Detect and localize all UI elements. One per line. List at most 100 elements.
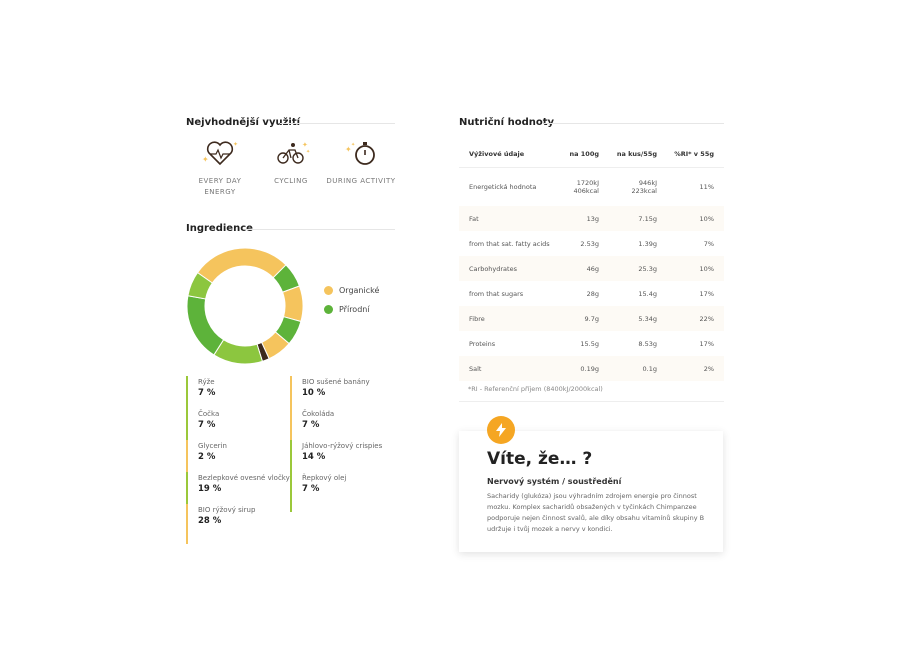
fact-title: Víte, že… ? (487, 449, 593, 469)
row-ri: 11% (699, 183, 714, 191)
row-per-piece-kcal: 223kcal (631, 187, 657, 195)
legend-natural: Přírodní (324, 305, 370, 314)
stopwatch-icon: ✦ ✦ (345, 142, 375, 165)
row-ri: 10% (699, 214, 714, 223)
table-row: Proteins 15.5g 8.53g 17% (459, 331, 724, 356)
ingredient-item: BIO rýžový sirup 28 % (186, 504, 255, 544)
ingredient-value: 7 % (302, 420, 320, 430)
nutrition-title: Nutriční hodnoty (459, 117, 555, 128)
row-name: Carbohydrates (469, 264, 517, 273)
table-row: Salt 0.19g 0.1g 2% (459, 356, 724, 381)
ingredient-name: Bezlepkové ovesné vločky (198, 474, 290, 482)
ingredients-donut-chart (186, 247, 304, 365)
ingredient-item: Čokoláda 7 % (290, 408, 334, 448)
usage-label: EVERY DAY (198, 177, 242, 185)
table-row: from that sugars 28g 15.4g 17% (459, 281, 724, 306)
row-name: from that sat. fatty acids (469, 239, 550, 248)
row-per-piece: 7.15g (638, 214, 657, 223)
lightning-icon (487, 416, 515, 444)
row-ri: 22% (699, 314, 714, 323)
svg-text:✦: ✦ (345, 145, 352, 154)
usage-cycling: ✦ ✦ CYCLING (251, 138, 331, 187)
row-per100: 2.53g (580, 239, 599, 248)
row-ri: 2% (703, 364, 714, 373)
nutrition-table: Výživové údaje na 100g na kus/55g %RI* v… (459, 140, 724, 381)
legend-label: Organické (339, 286, 380, 295)
legend-swatch (324, 305, 333, 314)
usage-label-2: ENERGY (204, 188, 236, 196)
note-divider (459, 401, 724, 402)
ingredient-item: Rýže 7 % (186, 376, 215, 416)
cyclist-icon: ✦ ✦ (277, 141, 310, 164)
svg-text:✦: ✦ (302, 141, 308, 149)
fact-card (459, 431, 723, 552)
lightning-glyph (496, 423, 506, 437)
ri-note: *RI - Referenční příjem (8400kJ/2000kcal… (468, 385, 603, 393)
row-per100: 1720kJ 406kcal (557, 179, 599, 195)
row-name: Energetická hodnota (469, 183, 537, 191)
row-name: from that sugars (469, 289, 524, 298)
ingredient-value: 7 % (198, 420, 216, 430)
row-ri: 10% (699, 264, 714, 273)
row-per100: 28g (586, 289, 599, 298)
usage-during-activity: ✦ ✦ DURING ACTIVITY (321, 138, 401, 187)
nutrition-divider (544, 123, 724, 124)
ingredient-item: Čočka 7 % (186, 408, 219, 448)
table-row: Fibre 9.7g 5.34g 22% (459, 306, 724, 331)
row-per100: 15.5g (580, 339, 599, 348)
heart-icon: ✦ ✦ (202, 141, 238, 166)
ingredient-item: BIO sušené banány 10 % (290, 376, 370, 416)
usage-label: DURING ACTIVITY (326, 177, 396, 185)
ingredient-name: Čočka (198, 410, 220, 418)
svg-text:✦: ✦ (306, 149, 310, 155)
row-per-piece-kj: 946kJ (638, 179, 657, 187)
svg-text:✦: ✦ (351, 142, 355, 148)
donut-slice-2 (281, 285, 304, 323)
header-cell: %RI* v 55g (674, 149, 714, 158)
ingredient-name: Glycerin (198, 442, 227, 450)
ingredient-value: 10 % (302, 388, 326, 398)
ingredient-value: 7 % (198, 388, 216, 398)
row-name: Proteins (469, 339, 496, 348)
ingredient-name: Řepkový olej (302, 474, 347, 482)
ingredient-name: Jáhlovo-rýžový crispies (302, 442, 383, 450)
legend-organic: Organické (324, 286, 379, 295)
ingredient-value: 19 % (198, 484, 222, 494)
ingredients-divider (246, 229, 395, 230)
row-name: Fibre (469, 314, 485, 323)
ingredient-value: 2 % (198, 452, 216, 462)
row-ri: 17% (699, 289, 714, 298)
svg-text:✦: ✦ (233, 141, 238, 148)
usage-every-day-energy: ✦ ✦ EVERY DAY ENERGY (180, 138, 260, 198)
ingredient-value: 28 % (198, 516, 222, 526)
table-row: from that sat. fatty acids 2.53g 1.39g 7… (459, 231, 724, 256)
ingredient-name: Rýže (198, 378, 215, 386)
ingredients-title: Ingredience (186, 223, 253, 234)
table-header-row: Výživové údaje na 100g na kus/55g %RI* v… (459, 140, 724, 168)
row-per-piece: 15.4g (638, 289, 657, 298)
header-cell: na kus/55g (616, 149, 657, 158)
usage-label: CYCLING (274, 177, 308, 185)
row-per100: 9.7g (584, 314, 599, 323)
donut-slice-8 (187, 271, 213, 300)
table-row: Energetická hodnota 1720kJ 406kcal 946kJ… (459, 168, 724, 206)
fact-subtitle: Nervový systém / soustředění (487, 477, 622, 486)
row-per-piece: 1.39g (638, 239, 657, 248)
ingredient-item: Glycerin 2 % (186, 440, 227, 480)
row-per100: 0.19g (580, 364, 599, 373)
row-per100: 13g (586, 214, 599, 223)
table-row: Fat 13g 7.15g 10% (459, 206, 724, 231)
legend-label: Přírodní (339, 305, 370, 314)
row-per-piece: 0.1g (642, 364, 657, 373)
fact-text: Sacharidy (glukóza) jsou výhradním zdroj… (487, 492, 705, 533)
header-cell: Výživové údaje (469, 149, 525, 158)
usage-title: Nejvhodnější využití (186, 117, 301, 128)
row-per100-kj: 1720kJ (576, 179, 599, 187)
row-per-piece: 25.3g (638, 264, 657, 273)
table-row: Carbohydrates 46g 25.3g 10% (459, 256, 724, 281)
row-ri: 7% (703, 239, 714, 248)
ingredient-name: Čokoláda (302, 410, 335, 418)
row-per-piece: 8.53g (638, 339, 657, 348)
usage-divider (280, 123, 395, 124)
ingredient-item: Řepkový olej 7 % (290, 472, 346, 512)
